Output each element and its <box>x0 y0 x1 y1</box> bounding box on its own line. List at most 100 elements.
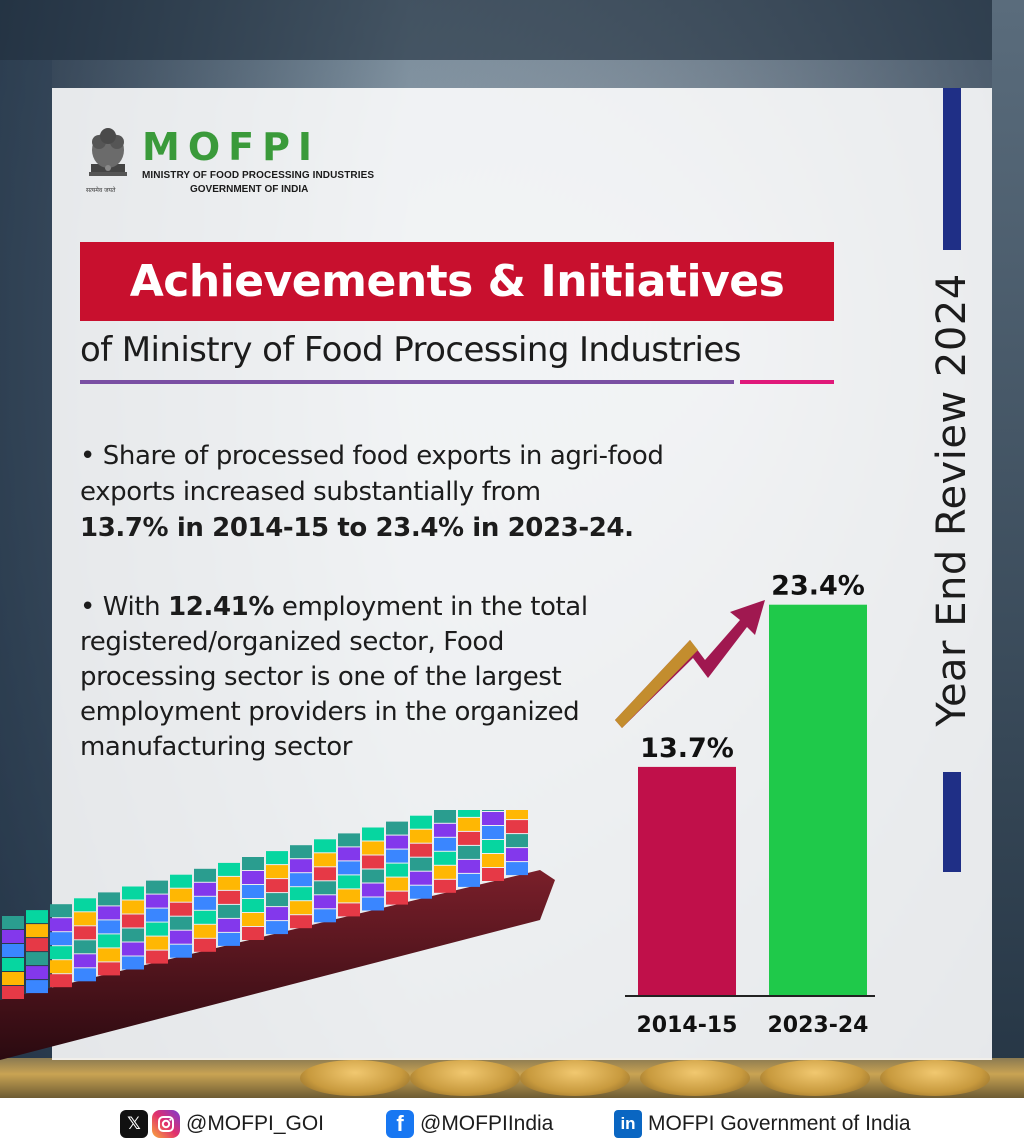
ship-container <box>194 868 216 882</box>
ship-container <box>314 867 336 881</box>
ship-container <box>338 875 360 889</box>
ship-container <box>50 932 72 946</box>
ship-container <box>290 859 312 873</box>
ship-container <box>458 831 480 845</box>
ship-container <box>74 954 96 968</box>
bar-2014-15 <box>638 766 736 996</box>
ship-container <box>482 826 504 839</box>
ship-container <box>386 835 408 849</box>
footer-x-instagram[interactable]: 𝕏 @MOFPI_GOI <box>120 1110 324 1138</box>
ministry-name: MINISTRY OF FOOD PROCESSING INDUSTRIES <box>142 170 375 181</box>
ship-container <box>386 849 408 863</box>
ship-container <box>506 834 528 848</box>
ship-container <box>242 871 264 884</box>
background-beam-top <box>0 0 1024 60</box>
ship-container <box>506 862 528 876</box>
ship-container <box>98 920 120 934</box>
ship-container <box>362 897 384 911</box>
ship-container <box>50 918 72 932</box>
ship-container <box>26 980 48 994</box>
ship-container <box>170 916 192 930</box>
ship-container <box>242 913 264 926</box>
divider-purple <box>80 380 734 384</box>
title-banner: Achievements & Initiatives <box>80 242 834 321</box>
exports-share-bar-chart: 13.7% 2014-15 23.4% 2023-24 <box>615 571 875 1038</box>
ship-container <box>242 857 264 870</box>
bullet-employment-highlight: 12.41% <box>168 592 275 622</box>
ship-container <box>482 868 504 881</box>
background-right-panel <box>992 0 1024 1147</box>
ship-container <box>194 924 216 938</box>
container-ship-image <box>0 810 555 1060</box>
ship-container <box>218 904 240 918</box>
ship-container <box>410 829 432 843</box>
ship-container <box>266 921 288 935</box>
facebook-icon[interactable]: f <box>386 1110 414 1138</box>
ship-container <box>434 851 456 865</box>
ship-container <box>170 944 192 958</box>
ship-container <box>2 916 24 929</box>
ship-container <box>386 891 408 905</box>
ship-container <box>242 927 264 940</box>
category-label-2014-15: 2014-15 <box>637 1013 738 1038</box>
ship-container <box>122 886 144 900</box>
x-twitter-icon[interactable]: 𝕏 <box>120 1110 148 1138</box>
ship-container <box>482 812 504 825</box>
biscuit-image <box>410 1060 520 1096</box>
ship-container <box>26 952 48 966</box>
footer-handle-mofpi-goi[interactable]: @MOFPI_GOI <box>186 1112 324 1135</box>
ship-container <box>74 926 96 940</box>
ship-container <box>410 857 432 871</box>
ship-container <box>218 918 240 932</box>
ship-container <box>338 861 360 875</box>
ship-container <box>314 839 336 853</box>
ship-container <box>146 880 168 894</box>
ship-container <box>314 881 336 895</box>
ship-container <box>458 845 480 859</box>
ship-container <box>194 882 216 896</box>
ship-container <box>410 885 432 899</box>
biscuit-image <box>760 1060 870 1096</box>
growth-arrow-icon <box>615 600 765 728</box>
footer-linkedin[interactable]: in MOFPI Government of India <box>614 1110 911 1138</box>
ship-container <box>98 892 120 906</box>
ship-container <box>2 944 24 957</box>
ship-container <box>122 928 144 942</box>
ship-container <box>26 966 48 980</box>
ship-container <box>122 900 144 914</box>
instagram-icon[interactable] <box>152 1110 180 1138</box>
subtitle-of: of <box>80 330 112 370</box>
ship-container <box>482 810 504 811</box>
ship-container <box>266 879 288 893</box>
ship-container <box>266 851 288 865</box>
linkedin-icon[interactable]: in <box>614 1110 642 1138</box>
ship-container <box>74 968 96 982</box>
footer-handle-mofpiindia[interactable]: @MOFPIIndia <box>420 1112 554 1135</box>
ship-container <box>146 950 168 964</box>
ship-container <box>242 899 264 912</box>
ship-container <box>434 865 456 879</box>
ship-container <box>458 810 480 817</box>
ship-container <box>2 958 24 971</box>
ship-container <box>194 910 216 924</box>
ship-container <box>434 810 456 823</box>
ship-container <box>218 890 240 904</box>
ship-container <box>122 942 144 956</box>
ship-container <box>50 974 72 988</box>
ship-container <box>98 934 120 948</box>
ship-container <box>146 894 168 908</box>
background-left-pillar <box>0 60 52 1060</box>
ship-container <box>218 862 240 876</box>
ship-container <box>290 915 312 929</box>
ship-container <box>26 938 48 952</box>
bullet-employment: • With 12.41% employment in the total re… <box>80 590 640 765</box>
ship-container <box>506 848 528 862</box>
ship-container <box>74 912 96 926</box>
ship-container <box>362 855 384 869</box>
data-label-2014-15: 13.7% <box>640 733 734 764</box>
footer-facebook[interactable]: f @MOFPIIndia <box>386 1110 553 1138</box>
ship-container <box>146 908 168 922</box>
ship-container <box>362 841 384 855</box>
footer-linkedin-name[interactable]: MOFPI Government of India <box>648 1112 911 1135</box>
ship-container <box>122 914 144 928</box>
